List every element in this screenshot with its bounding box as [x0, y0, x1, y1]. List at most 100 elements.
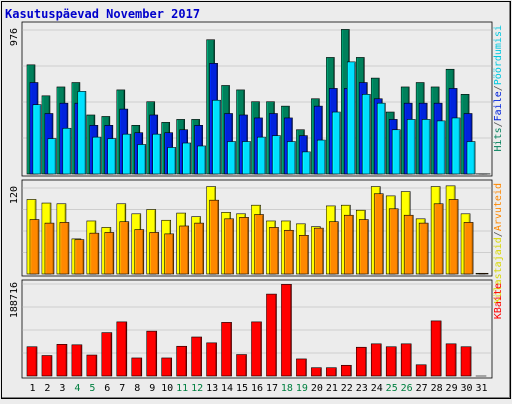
- bar-kbytes-s0-d29: [446, 344, 456, 376]
- bar-kbytes-s0-d1-fill: [27, 347, 37, 376]
- bar-visits-sites-s1-d17: [269, 227, 278, 274]
- x-tick-label-19: 19: [296, 383, 308, 394]
- bar-visits-sites-s1-d17-fill: [269, 227, 278, 274]
- x-tick-label-13: 13: [206, 383, 218, 394]
- bar-kbytes-s0-d28-fill: [431, 321, 441, 376]
- bar-visits-sites-s1-d7: [120, 222, 129, 274]
- bar-kbytes-s0-d24-fill: [371, 344, 381, 376]
- bar-visits-sites-s1-d21-fill: [329, 222, 338, 274]
- bar-visits-sites-s1-d31: [479, 273, 488, 274]
- bar-kbytes-s0-d9-fill: [147, 331, 157, 376]
- bar-kbytes-s0-d3-fill: [57, 344, 67, 376]
- x-tick-label-3: 3: [59, 383, 65, 394]
- bar-visits-sites-s1-d24: [374, 194, 383, 274]
- bar-hits-files-pages-s2-d16: [258, 137, 266, 174]
- bar-kbytes-s0-d26-fill: [401, 344, 411, 376]
- bar-visits-sites-s1-d31-fill: [479, 273, 488, 274]
- x-tick-label-20: 20: [311, 383, 323, 394]
- bar-visits-sites-s1-d9: [150, 232, 159, 274]
- bar-visits-sites-s1-d6: [105, 232, 114, 274]
- bar-kbytes-s0-d14-fill: [222, 322, 232, 376]
- bar-visits-sites-s1-d8: [135, 230, 144, 274]
- bar-hits-files-pages-s2-d2: [48, 139, 56, 174]
- bar-hits-files-pages-s2-d9: [153, 134, 161, 174]
- bar-hits-files-pages-s2-d11: [183, 143, 191, 174]
- bar-hits-files-pages-s2-d20: [317, 140, 325, 174]
- bar-visits-sites-s1-d13-fill: [210, 200, 219, 274]
- bar-kbytes-s0-d23-fill: [356, 347, 366, 376]
- bar-visits-sites-s1-d14-fill: [225, 219, 234, 274]
- bar-kbytes-s0-d4: [72, 345, 82, 376]
- bar-hits-files-pages-s2-d26: [407, 119, 415, 174]
- bar-kbytes-s0-d17-fill: [266, 294, 276, 376]
- ymax-label-hits-files-pages: 976: [9, 28, 20, 46]
- bar-kbytes-s0-d6: [102, 333, 112, 376]
- bar-kbytes-s0-d1: [27, 347, 37, 376]
- bar-kbytes-s0-d2: [42, 356, 52, 376]
- bar-visits-sites-s1-d26-fill: [404, 215, 413, 274]
- bar-kbytes-s0-d18-fill: [281, 284, 291, 376]
- bar-visits-sites-s1-d27: [419, 223, 428, 274]
- x-tick-label-18: 18: [281, 383, 293, 394]
- bar-kbytes-s0-d19: [296, 359, 306, 376]
- bar-visits-sites-s1-d13: [210, 200, 219, 274]
- bar-kbytes-s0-d16: [252, 322, 262, 376]
- bar-hits-files-pages-s2-d21: [332, 112, 340, 174]
- bar-visits-sites-s1-d5: [90, 233, 99, 274]
- bar-visits-sites-s1-d9-fill: [150, 232, 159, 274]
- bar-visits-sites-s1-d26: [404, 215, 413, 274]
- bar-visits-sites-s1-d19-fill: [299, 235, 308, 274]
- bar-visits-sites-s1-d1-fill: [30, 220, 39, 274]
- x-tick-label-31: 31: [475, 383, 487, 394]
- bar-kbytes-s0-d7: [117, 322, 127, 376]
- bar-kbytes-s0-d25: [386, 347, 396, 376]
- bar-hits-files-pages-s2-d17: [272, 136, 280, 174]
- legend-item-visits-sites-2: Arvuteid: [493, 183, 504, 231]
- bar-visits-sites-s1-d29-fill: [449, 199, 458, 274]
- bar-hits-files-pages-s2-d5: [93, 137, 101, 174]
- bar-kbytes-s0-d20: [311, 368, 321, 376]
- bar-visits-sites-s1-d30-fill: [464, 222, 473, 274]
- bar-visits-sites-s1-d11: [180, 226, 189, 274]
- legend-item-hits-files-pages-4: Pöördumisi: [493, 25, 504, 85]
- bar-kbytes-s0-d14: [222, 322, 232, 376]
- bar-kbytes-s0-d30-fill: [461, 347, 471, 376]
- bar-kbytes-s0-d25-fill: [386, 347, 396, 376]
- x-tick-label-17: 17: [266, 383, 278, 394]
- bar-kbytes-s0-d22-fill: [341, 365, 351, 376]
- bar-hits-files-pages-s2-d29: [452, 118, 460, 174]
- chart-title: Kasutuspäevad November 2017: [5, 7, 200, 21]
- x-tick-label-26: 26: [401, 383, 413, 394]
- bar-kbytes-s0-d19-fill: [296, 359, 306, 376]
- bar-kbytes-s0-d5: [87, 355, 97, 376]
- bar-visits-sites-s1-d24-fill: [374, 194, 383, 274]
- bar-kbytes-s0-d28: [431, 321, 441, 376]
- bar-visits-sites-s1-d21: [329, 222, 338, 274]
- x-tick-label-22: 22: [341, 383, 353, 394]
- bar-visits-sites-s1-d28-fill: [434, 204, 443, 274]
- bar-visits-sites-s1-d8-fill: [135, 230, 144, 274]
- bar-kbytes-s0-d13-fill: [207, 343, 217, 376]
- bar-hits-files-pages-s2-d13: [213, 100, 221, 174]
- legend-item-hits-files-pages-0: Hits: [493, 127, 504, 151]
- bar-kbytes-s0-d30: [461, 347, 471, 376]
- bar-hits-files-pages-s2-d28: [437, 121, 445, 174]
- legend-item-kbytes-0: KBaite: [493, 283, 504, 319]
- x-tick-label-21: 21: [326, 383, 338, 394]
- bar-kbytes-s0-d16-fill: [252, 322, 262, 376]
- bar-hits-files-pages-s2-d1: [33, 105, 41, 174]
- bar-visits-sites-s1-d3-fill: [60, 222, 69, 274]
- bar-visits-sites-s1-d4-fill: [75, 240, 84, 274]
- bar-visits-sites-s1-d11-fill: [180, 226, 189, 274]
- bar-visits-sites-s1-d18-fill: [284, 230, 293, 274]
- bar-visits-sites-s1-d2: [45, 223, 54, 274]
- ymax-label-kbytes: 188716: [9, 282, 20, 318]
- bar-visits-sites-s1-d22: [344, 215, 353, 274]
- x-tick-label-28: 28: [431, 383, 443, 394]
- x-tick-label-10: 10: [161, 383, 173, 394]
- bar-kbytes-s0-d4-fill: [72, 345, 82, 376]
- bar-kbytes-s0-d5-fill: [87, 355, 97, 376]
- bar-visits-sites-s1-d16: [255, 215, 264, 274]
- x-tick-label-8: 8: [134, 383, 140, 394]
